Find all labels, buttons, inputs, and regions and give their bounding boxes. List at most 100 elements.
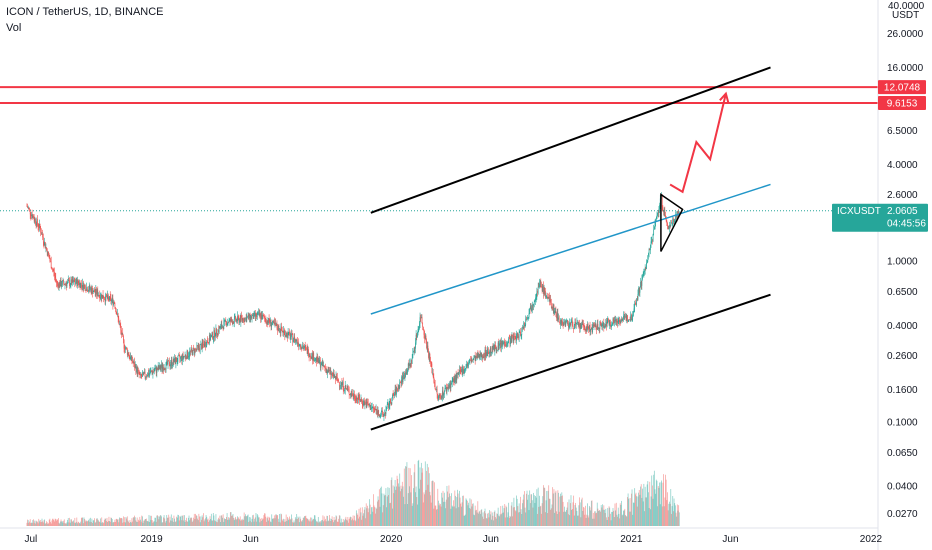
candle-body	[261, 315, 263, 320]
volume-bar	[126, 518, 128, 526]
candle-body	[380, 414, 382, 416]
volume-bar	[220, 521, 221, 526]
volume-bar	[400, 485, 402, 526]
volume-bar	[558, 511, 560, 526]
candle-body	[173, 358, 175, 363]
volume-bar	[26, 522, 28, 526]
volume-bar	[655, 479, 657, 526]
volume-bar	[674, 505, 676, 526]
volume-bar	[269, 517, 271, 526]
volume-bar	[603, 505, 605, 526]
volume-bar	[466, 499, 468, 526]
volume-bar	[27, 519, 28, 526]
volume-bar	[386, 496, 388, 526]
volume-bar	[118, 522, 120, 526]
candle-body	[463, 369, 465, 374]
drawings	[0, 66, 878, 431]
volume-bar	[93, 520, 95, 526]
candle-body	[100, 297, 101, 299]
volume-bar	[58, 522, 60, 526]
candle-body	[319, 359, 320, 364]
volume-bar	[618, 513, 620, 526]
candle-body	[653, 229, 655, 235]
volume-bar	[325, 518, 326, 526]
volume-bar	[352, 518, 353, 526]
volume-bar	[398, 486, 400, 526]
volume-bar	[494, 510, 496, 526]
volume-bar	[514, 507, 515, 526]
candle-body	[339, 385, 341, 387]
candle-body	[499, 343, 501, 345]
volume-bar	[457, 493, 459, 526]
candle-body	[262, 314, 263, 320]
candle-body	[271, 324, 273, 327]
volume-bar	[315, 519, 317, 526]
candle-body	[494, 345, 496, 351]
volume-bar	[239, 519, 240, 526]
candle-body	[197, 345, 198, 347]
volume-bar	[85, 520, 87, 526]
volume-bar	[452, 506, 454, 526]
volume-bar	[518, 512, 519, 526]
volume-bar	[346, 520, 348, 526]
volume-bar	[35, 520, 37, 526]
volume-bar	[672, 496, 674, 526]
candle-body	[621, 318, 623, 321]
volume-bar	[151, 515, 153, 526]
candle-body	[466, 364, 467, 368]
volume-bar	[250, 517, 252, 526]
volume-bar	[653, 474, 655, 526]
candle-body	[560, 319, 562, 323]
candle-body	[250, 316, 252, 321]
candle-body	[642, 275, 643, 280]
candle-body	[303, 347, 305, 349]
candle-body	[491, 352, 492, 354]
candle-body	[529, 306, 531, 309]
candle-body	[328, 369, 330, 373]
candle-body	[61, 285, 63, 287]
volume-bar	[491, 512, 493, 526]
volume-bar	[292, 522, 294, 526]
volume-bar	[32, 520, 34, 526]
candle-body	[350, 393, 351, 396]
volume-bar	[207, 518, 209, 526]
volume-bar	[625, 515, 626, 526]
candle-body	[671, 222, 673, 224]
volume-bar	[437, 488, 439, 526]
volume-bar	[75, 522, 77, 526]
volume-bar	[337, 521, 339, 526]
candle-body	[598, 327, 599, 329]
candle-body	[670, 222, 672, 227]
candle-body	[584, 326, 586, 330]
volume-bar	[640, 484, 642, 526]
candle-body	[93, 289, 95, 292]
volume-bar	[420, 479, 422, 526]
candle-body	[409, 363, 411, 367]
candle-body	[269, 322, 271, 324]
volume-bar	[431, 481, 433, 526]
candle-body	[248, 315, 250, 319]
candle-body	[487, 348, 488, 356]
volume-bar	[455, 495, 456, 526]
volume-bar	[190, 517, 192, 526]
candle-body	[314, 360, 315, 362]
candle-body	[489, 347, 491, 352]
candle-body	[96, 290, 98, 295]
volume-bar	[520, 496, 521, 526]
candle-body	[125, 348, 126, 350]
candle-body	[325, 367, 326, 370]
volume-bar	[29, 519, 31, 526]
volume-bar	[137, 521, 139, 526]
volume-bar	[585, 517, 587, 526]
volume-bar	[497, 513, 498, 526]
candle-body	[401, 376, 403, 383]
candle-body	[589, 324, 591, 332]
candle-body	[547, 296, 548, 299]
volume-bar	[502, 512, 504, 526]
volume-bar	[642, 501, 644, 526]
candle-body	[163, 368, 165, 371]
volume-bar	[350, 517, 352, 526]
candle-body	[639, 287, 641, 293]
volume-bar	[280, 513, 282, 526]
